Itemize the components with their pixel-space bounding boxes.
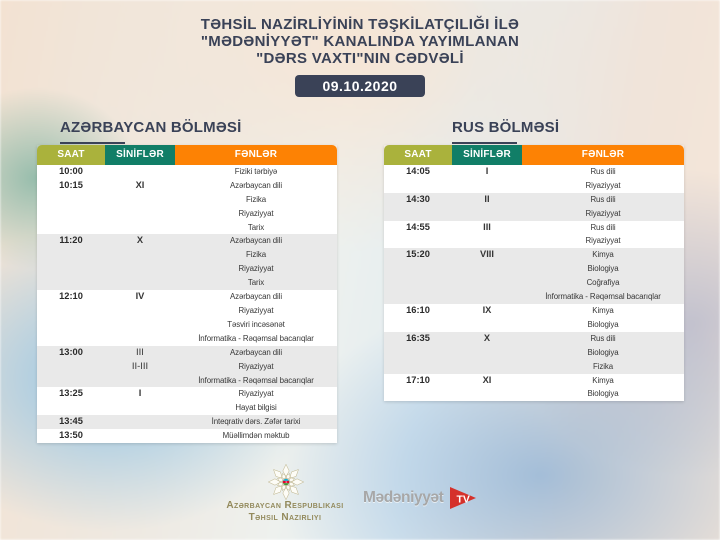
svg-text:TV: TV [457, 494, 470, 506]
